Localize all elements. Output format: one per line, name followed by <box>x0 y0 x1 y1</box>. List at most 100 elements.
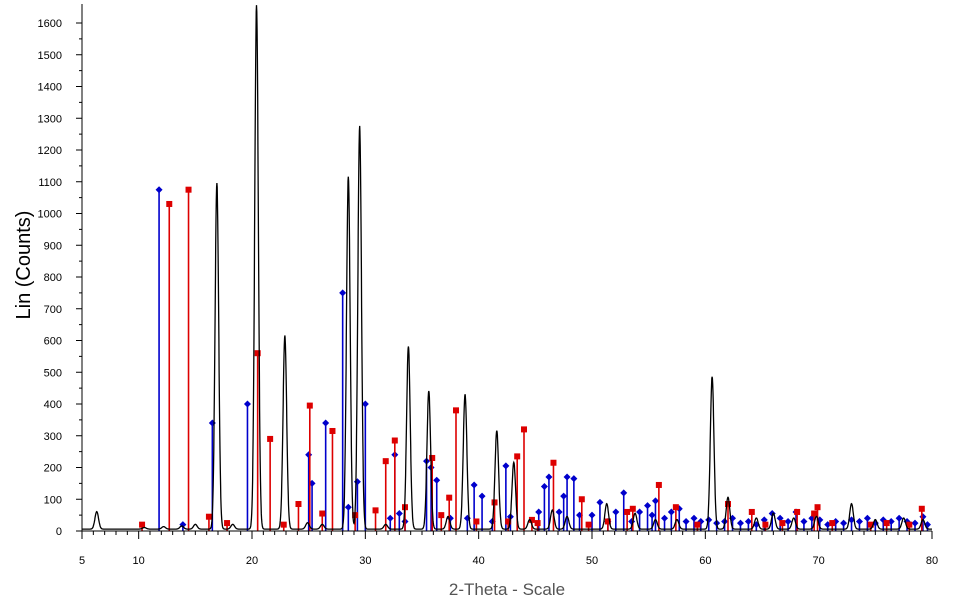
blue-marker <box>644 502 652 510</box>
blue-marker <box>863 514 871 522</box>
blue-marker <box>840 519 848 527</box>
red-marker <box>829 520 836 527</box>
blue-marker <box>895 514 903 522</box>
red-reference-series <box>139 186 925 531</box>
blue-marker <box>305 451 313 459</box>
y-axis-title: Lin (Counts) <box>13 211 35 320</box>
red-marker <box>382 458 389 465</box>
blue-marker <box>353 478 361 486</box>
blue-marker <box>339 289 347 297</box>
y-tick-label: 0 <box>56 526 62 538</box>
x-axis-ticks <box>81 531 933 539</box>
blue-marker <box>784 517 792 525</box>
red-marker <box>629 505 636 512</box>
y-tick-label: 500 <box>44 367 62 379</box>
blue-marker <box>651 497 659 505</box>
blue-marker <box>682 517 690 525</box>
blue-marker <box>620 489 628 497</box>
blue-marker <box>322 419 330 427</box>
red-marker <box>794 508 801 515</box>
red-marker <box>814 504 821 511</box>
blue-marker <box>570 475 578 483</box>
y-tick-label: 700 <box>44 304 62 316</box>
red-marker <box>811 510 818 517</box>
red-marker <box>280 521 287 528</box>
y-tick-label: 900 <box>44 240 62 252</box>
red-marker <box>254 350 261 357</box>
x-tick-label: 70 <box>813 555 825 567</box>
blue-marker <box>744 517 752 525</box>
y-tick-label: 1000 <box>38 209 62 221</box>
red-marker <box>694 521 701 528</box>
y-tick-labels: 0 100 200 300 400 500 600 700 800 900 1000 1100 1200… <box>38 18 62 538</box>
blue-marker <box>588 511 596 519</box>
blue-marker <box>661 514 669 522</box>
blue-marker <box>545 473 553 481</box>
red-marker <box>918 505 925 512</box>
red-marker <box>906 521 913 528</box>
red-marker <box>329 427 336 434</box>
red-marker <box>867 521 874 528</box>
red-marker <box>725 501 731 508</box>
y-tick-label: 1200 <box>38 145 62 157</box>
blue-marker <box>433 476 441 484</box>
red-marker <box>624 508 631 515</box>
y-tick-label: 600 <box>44 336 62 348</box>
red-marker <box>185 186 192 193</box>
blue-marker <box>243 400 251 408</box>
y-tick-label: 1500 <box>38 50 62 62</box>
red-marker <box>655 481 662 488</box>
y-tick-label: 400 <box>44 399 62 411</box>
red-marker <box>391 437 398 444</box>
blue-marker <box>386 514 394 522</box>
pattern-line <box>82 5 932 530</box>
red-marker <box>550 459 557 466</box>
red-marker <box>473 518 480 525</box>
blue-marker <box>776 514 784 522</box>
blue-marker <box>736 519 744 527</box>
blue-marker <box>760 516 768 524</box>
x-tick-labels: 5 10 20 30 40 50 60 70 80 <box>79 555 938 567</box>
x-tick-label: 60 <box>699 555 711 567</box>
red-marker <box>224 520 231 527</box>
blue-marker <box>478 492 486 500</box>
red-marker <box>139 521 146 528</box>
red-marker <box>514 453 521 460</box>
red-marker <box>521 426 527 433</box>
blue-marker <box>648 511 656 519</box>
blue-marker <box>667 508 675 516</box>
x-axis-title: 2-Theta - Scale <box>449 580 565 599</box>
y-tick-label: 1400 <box>38 82 62 94</box>
blue-marker <box>555 508 563 516</box>
red-marker <box>295 501 302 508</box>
red-marker <box>505 518 512 525</box>
red-marker <box>672 504 679 511</box>
red-marker <box>748 508 755 515</box>
blue-marker <box>911 519 919 527</box>
red-marker <box>446 494 453 501</box>
blue-marker <box>155 186 163 194</box>
blue-marker <box>470 481 478 489</box>
red-marker <box>306 402 313 409</box>
red-marker <box>762 521 769 528</box>
x-tick-label: 10 <box>133 555 145 567</box>
red-marker <box>883 520 890 527</box>
blue-marker <box>563 473 571 481</box>
y-tick-label: 100 <box>44 494 62 506</box>
y-tick-label: 200 <box>44 463 62 475</box>
red-marker <box>319 510 326 517</box>
red-marker <box>528 516 535 523</box>
x-tick-label: 20 <box>246 555 258 567</box>
diffraction-pattern <box>82 5 932 530</box>
y-tick-label: 1100 <box>38 177 62 189</box>
red-marker <box>453 407 459 414</box>
blue-marker <box>596 498 604 506</box>
red-marker <box>166 200 173 207</box>
blue-marker <box>705 516 713 524</box>
red-marker <box>429 454 436 461</box>
x-tick-label: 80 <box>926 555 938 567</box>
blue-marker <box>502 462 510 470</box>
y-tick-label: 1600 <box>38 18 62 30</box>
red-marker <box>604 518 611 525</box>
